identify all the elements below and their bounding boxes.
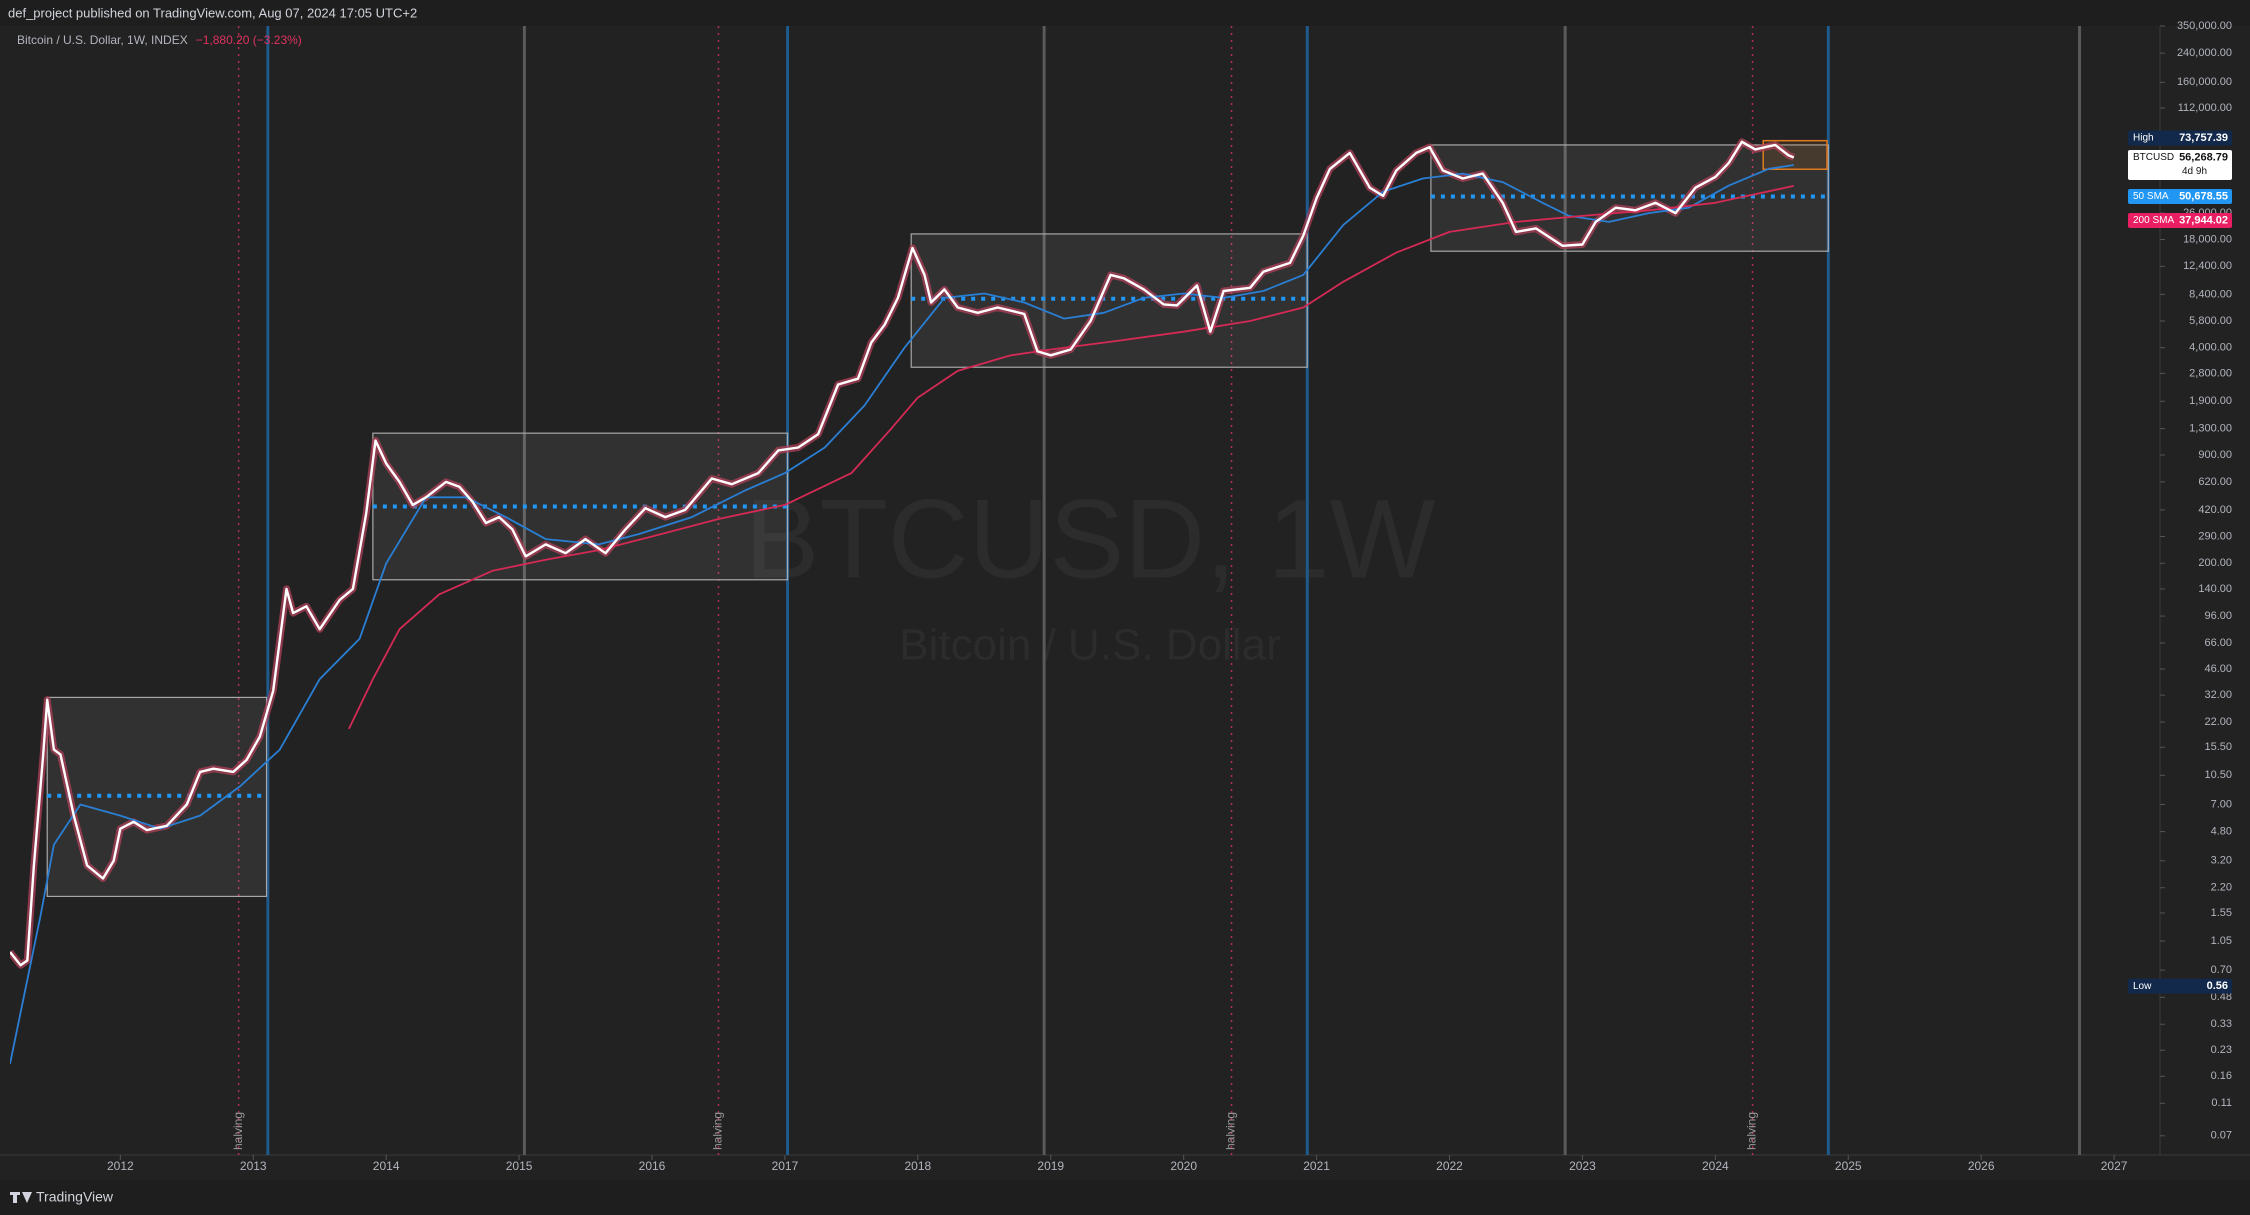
halving-label: halving bbox=[1224, 1112, 1238, 1150]
y-tick-label: 46.00 bbox=[2204, 663, 2232, 675]
sma-tag bbox=[2128, 189, 2232, 205]
halving-label: halving bbox=[1745, 1112, 1759, 1150]
watermark: BTCUSD, 1W bbox=[745, 477, 1436, 602]
y-tick-label: 66.00 bbox=[2204, 637, 2232, 649]
y-tick-label: 290.00 bbox=[2198, 530, 2232, 542]
publisher: def_project published on TradingView.com… bbox=[8, 5, 417, 20]
x-tick-label: 2016 bbox=[639, 1159, 666, 1173]
y-tick-label: 32.00 bbox=[2204, 689, 2232, 701]
halving-label: halving bbox=[711, 1112, 725, 1150]
halving-label: halving bbox=[231, 1112, 245, 1150]
range-box bbox=[910, 233, 1308, 368]
x-tick-label: 2025 bbox=[1835, 1159, 1862, 1173]
y-tick-label: 112,000.00 bbox=[2178, 102, 2232, 114]
y-tick-label: 3.20 bbox=[2211, 855, 2232, 867]
y-tick-label: 200.00 bbox=[2198, 557, 2232, 569]
high-tag bbox=[2128, 130, 2232, 146]
sma-value: 37,944.02 bbox=[2179, 214, 2228, 226]
brand: TradingView bbox=[36, 1189, 114, 1205]
sma-value: 50,678.55 bbox=[2179, 190, 2228, 202]
y-tick-label: 140.00 bbox=[2198, 583, 2232, 595]
x-tick-label: 2012 bbox=[107, 1159, 134, 1173]
sma-name: 200 SMA bbox=[2133, 215, 2174, 226]
y-tick-label: 0.70 bbox=[2211, 964, 2232, 976]
last-price-countdown: 4d 9h bbox=[2182, 166, 2207, 177]
y-tick-label: 8,400.00 bbox=[2189, 288, 2232, 300]
sma-line bbox=[348, 185, 1794, 730]
x-tick-label: 2015 bbox=[506, 1159, 533, 1173]
y-tick-label: 4,000.00 bbox=[2189, 342, 2232, 354]
low-tag bbox=[2128, 978, 2232, 994]
y-tick-label: 0.11 bbox=[2211, 1097, 2232, 1109]
y-tick-label: 1,900.00 bbox=[2189, 395, 2232, 407]
legend-title: Bitcoin / U.S. Dollar, 1W, INDEX bbox=[17, 33, 188, 47]
y-tick-label: 0.07 bbox=[2211, 1130, 2232, 1142]
high-value: 73,757.39 bbox=[2179, 132, 2228, 144]
x-tick-label: 2020 bbox=[1170, 1159, 1197, 1173]
y-tick-label: 10.50 bbox=[2204, 769, 2232, 781]
y-tick-label: 0.16 bbox=[2211, 1070, 2232, 1082]
x-tick-label: 2024 bbox=[1702, 1159, 1729, 1173]
y-tick-label: 1.55 bbox=[2211, 907, 2232, 919]
low-value: 0.56 bbox=[2207, 980, 2228, 992]
y-tick-label: 4.80 bbox=[2211, 826, 2232, 838]
y-tick-label: 0.33 bbox=[2211, 1018, 2232, 1030]
y-tick-label: 160,000.00 bbox=[2177, 76, 2232, 88]
watermark-sub: Bitcoin / U.S. Dollar bbox=[899, 621, 1280, 670]
x-tick-label: 2021 bbox=[1303, 1159, 1330, 1173]
y-tick-label: 96.00 bbox=[2204, 610, 2232, 622]
plot: BTCUSD, 1W Bitcoin / U.S. Dollar halving ha… bbox=[10, 26, 2082, 1155]
sma-line bbox=[10, 164, 1794, 1065]
y-tick-label: 350,000.00 bbox=[2177, 20, 2232, 32]
y-tick-label: 240,000.00 bbox=[2177, 47, 2232, 59]
x-tick-label: 2023 bbox=[1569, 1159, 1596, 1173]
chart-panel bbox=[0, 26, 2250, 1180]
low-name: Low bbox=[2133, 981, 2152, 992]
y-tick-label: 15.50 bbox=[2204, 741, 2232, 753]
y-tick-label: 5,800.00 bbox=[2189, 315, 2232, 327]
y-tick-label: 0.23 bbox=[2211, 1044, 2232, 1056]
last-price-name: BTCUSD bbox=[2133, 152, 2174, 163]
x-tick-label: 2013 bbox=[240, 1159, 267, 1173]
x-tick-label: 2014 bbox=[373, 1159, 400, 1173]
x-tick-label: 2019 bbox=[1037, 1159, 1064, 1173]
legend-change: −1,880.20 (−3.23%) bbox=[196, 33, 302, 47]
y-tick-label: 2.20 bbox=[2211, 882, 2232, 894]
x-tick-label: 2027 bbox=[2101, 1159, 2128, 1173]
y-tick-label: 0.48 bbox=[2211, 991, 2232, 1003]
x-tick-label: 2017 bbox=[772, 1159, 799, 1173]
sma-name: 50 SMA bbox=[2133, 191, 2169, 202]
last-price-value: 56,268.79 bbox=[2179, 151, 2228, 163]
y-tick-label: 1,300.00 bbox=[2189, 422, 2232, 434]
y-tick-label: 1.05 bbox=[2211, 935, 2232, 947]
last-price-tag bbox=[2128, 150, 2232, 181]
price-line bbox=[10, 140, 1795, 967]
sma-tag bbox=[2128, 213, 2232, 229]
y-tick-label: 620.00 bbox=[2198, 476, 2232, 488]
x-tick-label: 2022 bbox=[1436, 1159, 1463, 1173]
y-tick-label: 18,000.00 bbox=[2183, 233, 2232, 245]
high-name: High bbox=[2133, 133, 2154, 144]
x-tick-label: 2026 bbox=[1968, 1159, 1995, 1173]
x-tick-label: 2018 bbox=[904, 1159, 931, 1173]
y-tick-label: 12,400.00 bbox=[2183, 260, 2232, 272]
y-tick-label: 420.00 bbox=[2198, 504, 2232, 516]
y-tick-label: 2,800.00 bbox=[2189, 367, 2232, 379]
y-tick-label: 900.00 bbox=[2198, 449, 2232, 461]
y-tick-label: 22.00 bbox=[2204, 716, 2232, 728]
logo bbox=[10, 1192, 32, 1203]
y-tick-label: 7.00 bbox=[2211, 798, 2232, 810]
